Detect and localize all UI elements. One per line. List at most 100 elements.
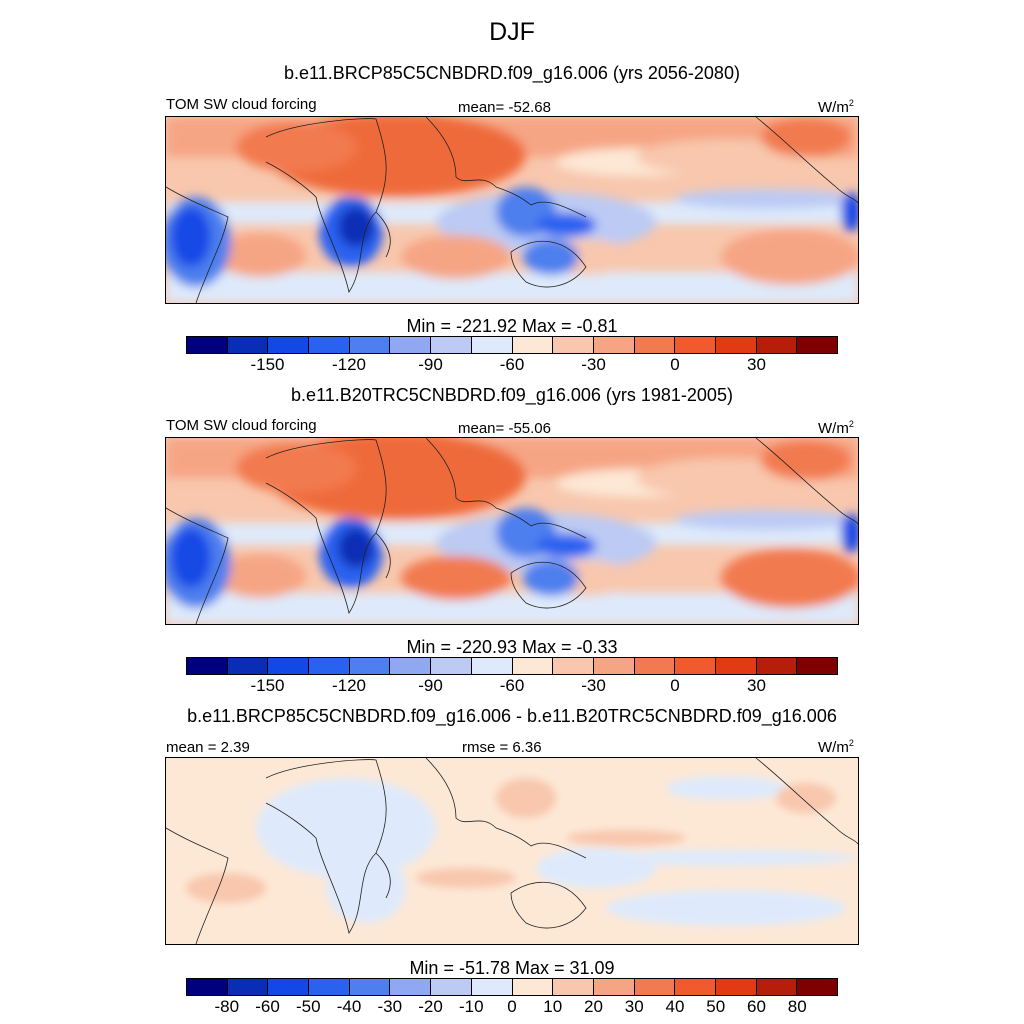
panel-3-map: [165, 757, 859, 945]
colorbar-swatch: [756, 337, 798, 353]
colorbar-swatch: [349, 979, 391, 995]
panel-1-variable: TOM SW cloud forcing: [166, 96, 317, 113]
colorbar-swatch: [634, 979, 676, 995]
colorbar-swatch: [675, 979, 716, 995]
colorbar-swatch: [675, 658, 716, 674]
colorbar-swatch: [634, 337, 676, 353]
colorbar-swatch: [756, 979, 798, 995]
colorbar-tick-label: -20: [418, 997, 443, 1016]
colorbar-swatch: [227, 337, 269, 353]
panel-1-minmax: Min = -221.92 Max = -0.81: [406, 316, 618, 336]
colorbar-tick-label: -90: [418, 676, 443, 695]
colorbar-swatch: [512, 979, 554, 995]
panel-1-map: [165, 116, 859, 304]
panel-2-colorbar: [186, 657, 838, 675]
colorbar-swatch: [349, 337, 391, 353]
figure-title: DJF: [489, 18, 535, 46]
colorbar-swatch: [309, 658, 350, 674]
colorbar-tick-label: 30: [624, 997, 644, 1016]
colorbar-swatch: [227, 979, 269, 995]
colorbar-swatch: [390, 658, 432, 674]
colorbar-swatch: [187, 979, 228, 995]
colorbar-tick-label: -90: [418, 355, 443, 374]
panel-3-mean: mean = 2.39: [166, 739, 250, 756]
colorbar-swatch: [797, 337, 837, 353]
colorbar-tick-label: 50: [706, 997, 726, 1016]
colorbar-swatch: [797, 979, 837, 995]
colorbar-swatch: [268, 979, 310, 995]
panel-1-title: b.e11.BRCP85C5CNBDRD.f09_g16.006 (yrs 20…: [284, 63, 740, 83]
colorbar-tick-label: 10: [543, 997, 563, 1016]
panel-2-title: b.e11.B20TRC5CNBDRD.f09_g16.006 (yrs 198…: [291, 385, 733, 405]
panel-1-mean: mean= -52.68: [458, 99, 551, 116]
panel-1-colorbar: [186, 336, 838, 354]
panel-2-units: W/m2: [818, 419, 854, 437]
colorbar-tick-label: -60: [499, 676, 525, 695]
colorbar-swatch: [268, 337, 310, 353]
colorbar-swatch: [634, 658, 676, 674]
colorbar-swatch: [512, 658, 554, 674]
colorbar-tick-label: -60: [499, 355, 525, 374]
panel-3-colorbar: [186, 978, 838, 996]
colorbar-tick-label: -60: [255, 997, 280, 1016]
colorbar-swatch: [675, 337, 716, 353]
colorbar-tick-label: -150: [250, 355, 285, 374]
colorbar-swatch: [349, 658, 391, 674]
colorbar-tick-label: 80: [787, 997, 807, 1016]
panel-1-colorbar-labels: -150 -120 -90 -60 -30 0 30: [186, 355, 838, 377]
panel-2-minmax: Min = -220.93 Max = -0.33: [406, 637, 618, 657]
colorbar-tick-label: -150: [250, 676, 285, 695]
panel-2-variable: TOM SW cloud forcing: [166, 417, 317, 434]
colorbar-swatch: [797, 658, 837, 674]
colorbar-tick-label: 0: [670, 355, 680, 374]
panel-1-units: W/m2: [818, 98, 854, 116]
colorbar-swatch: [715, 658, 757, 674]
colorbar-swatch: [512, 337, 554, 353]
colorbar-swatch: [471, 979, 513, 995]
colorbar-tick-label: -30: [581, 355, 606, 374]
colorbar-swatch: [553, 658, 594, 674]
colorbar-tick-label: 0: [507, 997, 517, 1016]
colorbar-swatch: [715, 979, 757, 995]
colorbar-swatch: [431, 979, 472, 995]
panel-3-minmax: Min = -51.78 Max = 31.09: [409, 958, 615, 978]
colorbar-swatch: [756, 658, 798, 674]
colorbar-tick-label: -40: [336, 997, 362, 1016]
panel-2-mean: mean= -55.06: [458, 420, 551, 437]
colorbar-tick-label: -10: [458, 997, 484, 1016]
colorbar-swatch: [471, 658, 513, 674]
panel-3-title: b.e11.BRCP85C5CNBDRD.f09_g16.006 - b.e11…: [187, 706, 837, 726]
colorbar-tick-label: -50: [295, 997, 321, 1016]
colorbar-swatch: [471, 337, 513, 353]
colorbar-tick-label: -30: [377, 997, 403, 1016]
colorbar-swatch: [431, 337, 472, 353]
colorbar-swatch: [390, 979, 432, 995]
colorbar-swatch: [553, 337, 594, 353]
colorbar-tick-label: 0: [670, 676, 680, 695]
colorbar-swatch: [268, 658, 310, 674]
colorbar-tick-label: -80: [214, 997, 240, 1016]
panel-2-colorbar-labels: -150 -120 -90 -60 -30 0 30: [186, 676, 838, 698]
colorbar-swatch: [187, 337, 228, 353]
colorbar-swatch: [390, 337, 432, 353]
colorbar-tick-label: -30: [581, 676, 606, 695]
colorbar-tick-label: 40: [665, 997, 685, 1016]
colorbar-tick-label: 30: [747, 676, 766, 695]
colorbar-swatch: [715, 337, 757, 353]
colorbar-swatch: [593, 337, 635, 353]
colorbar-swatch: [187, 658, 228, 674]
colorbar-swatch: [309, 337, 350, 353]
colorbar-tick-label: -120: [331, 355, 367, 374]
panel-3-colorbar-labels: -80 -60 -50 -40 -30 -20 -10 0 10 20 30 40 50 60 80: [186, 997, 838, 1019]
panel-3-units: W/m2: [818, 738, 854, 756]
colorbar-tick-label: 20: [584, 997, 603, 1016]
colorbar-swatch: [309, 979, 350, 995]
panel-2-map: [165, 437, 859, 625]
colorbar-swatch: [593, 979, 635, 995]
colorbar-tick-label: 30: [747, 355, 766, 374]
colorbar-swatch: [553, 979, 594, 995]
colorbar-tick-label: 60: [747, 997, 766, 1016]
colorbar-swatch: [227, 658, 269, 674]
colorbar-tick-label: -120: [331, 676, 367, 695]
colorbar-swatch: [431, 658, 472, 674]
